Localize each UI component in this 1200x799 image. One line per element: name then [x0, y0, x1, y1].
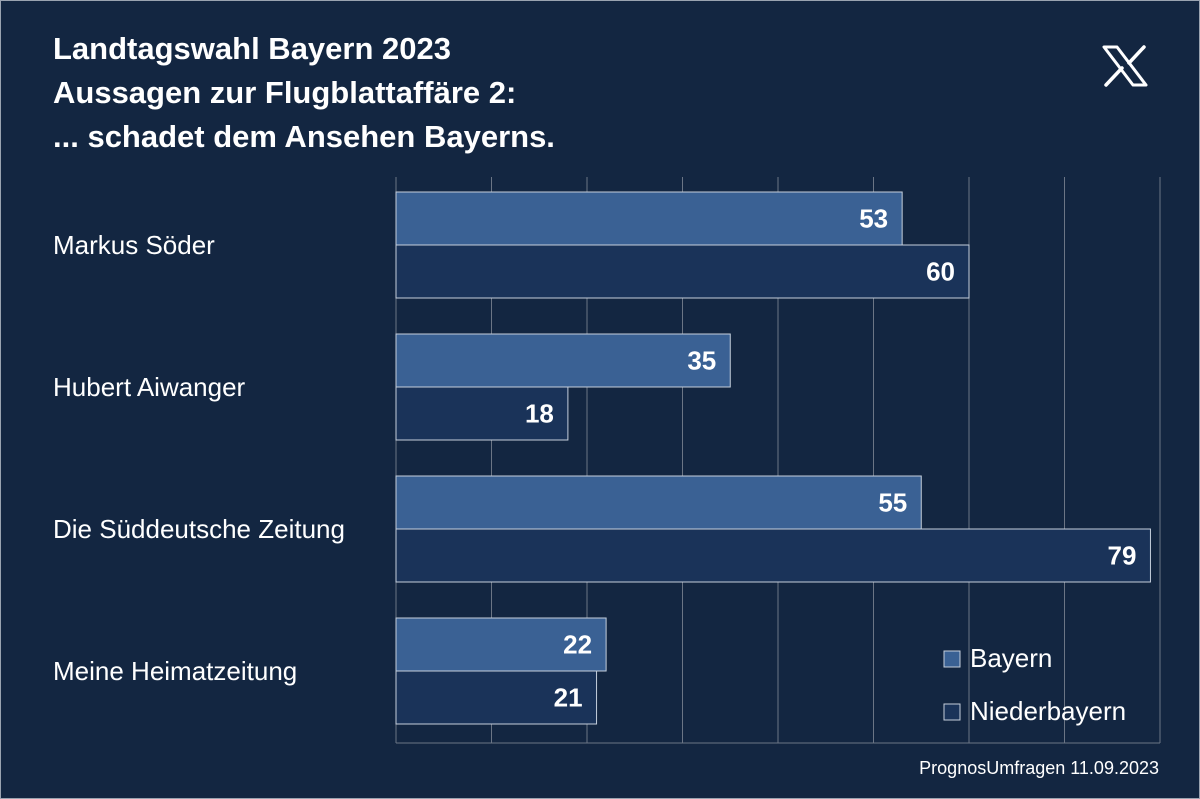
data-label: 21: [554, 683, 583, 713]
legend-swatch: [943, 650, 961, 668]
data-label: 53: [859, 204, 888, 234]
bar-niederbayern: [395, 528, 1151, 583]
data-label: 18: [525, 399, 554, 429]
bar-niederbayern: [395, 386, 569, 441]
data-label: 60: [926, 257, 955, 287]
data-label: 79: [1108, 541, 1137, 571]
bar-bayern: [395, 191, 903, 246]
chart-title-line-2: Aussagen zur Flugblattaffäre 2:: [53, 75, 517, 110]
bar-bayern: [395, 333, 731, 388]
bar-bayern: [395, 475, 922, 530]
chart-title-line-1: Landtagswahl Bayern 2023: [53, 31, 451, 66]
category-label: Meine Heimatzeitung: [53, 656, 297, 686]
category-label: Die Süddeutsche Zeitung: [53, 514, 345, 544]
bar-niederbayern: [395, 670, 598, 725]
data-label: 55: [878, 488, 907, 518]
category-label: Hubert Aiwanger: [53, 372, 246, 402]
source-note: PrognosUmfragen 11.09.2023: [919, 758, 1159, 778]
legend-label: Niederbayern: [970, 696, 1126, 726]
data-label: 35: [687, 346, 716, 376]
x-logo-icon: [1102, 45, 1148, 87]
category-label: Markus Söder: [53, 230, 215, 260]
legend-label: Bayern: [970, 643, 1052, 673]
bar-niederbayern: [395, 244, 970, 299]
chart-title-line-3: ... schadet dem Ansehen Bayerns.: [53, 119, 555, 154]
data-label: 22: [563, 630, 592, 660]
legend-swatch: [943, 703, 961, 721]
